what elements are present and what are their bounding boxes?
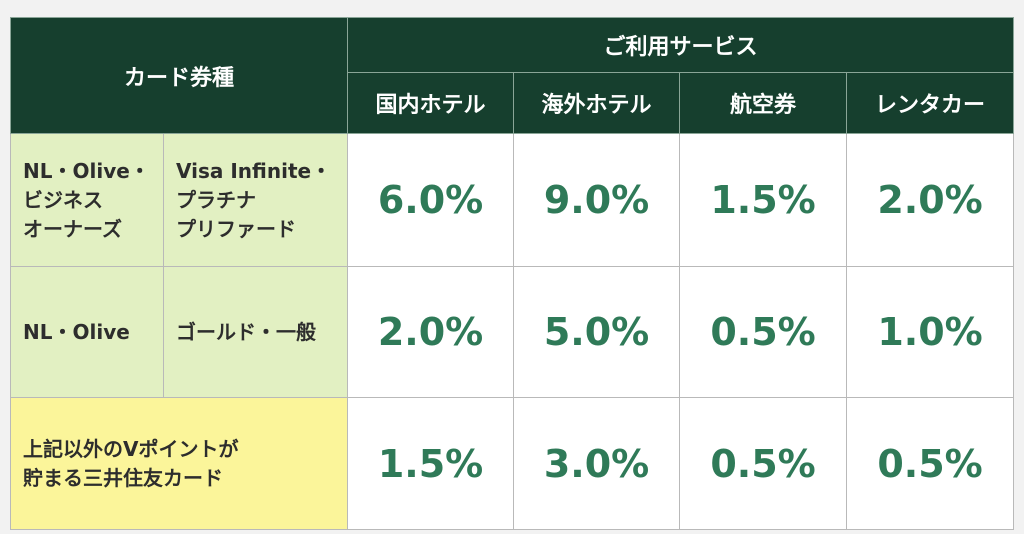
services-header: ご利用サービス: [347, 17, 1015, 73]
table-row: NL・Olive ゴールド・一般 2.0% 5.0% 0.5% 1.0%: [10, 266, 1015, 398]
column-header-domestic-hotel: 国内ホテル: [347, 72, 515, 134]
rate-cell: 0.5%: [679, 266, 848, 398]
card-tier-label: Visa Infinite・ プラチナ プリファード: [162, 133, 349, 267]
card-brand-label: NL・Olive: [10, 266, 164, 398]
rate-cell: 1.5%: [347, 397, 515, 530]
card-tier-label: ゴールド・一般: [162, 266, 349, 398]
table-row: NL・Olive・ ビジネス オーナーズ Visa Infinite・ プラチナ…: [10, 133, 1015, 267]
rate-cell: 2.0%: [347, 266, 515, 398]
rate-cell: 1.0%: [846, 266, 1015, 398]
card-brand-label: NL・Olive・ ビジネス オーナーズ: [10, 133, 164, 267]
rate-cell: 0.5%: [846, 397, 1015, 530]
rate-cell: 6.0%: [347, 133, 515, 267]
rate-cell: 0.5%: [679, 397, 848, 530]
rate-cell: 3.0%: [513, 397, 681, 530]
column-header-overseas-hotel: 海外ホテル: [513, 72, 681, 134]
rate-cell: 9.0%: [513, 133, 681, 267]
rate-cell: 5.0%: [513, 266, 681, 398]
rate-table-container: カード券種 ご利用サービス 国内ホテル 海外ホテル 航空券 レンタカー NL・O…: [9, 17, 1015, 530]
column-header-rental-car: レンタカー: [846, 72, 1015, 134]
rate-cell: 2.0%: [846, 133, 1015, 267]
table-row: 上記以外のVポイントが 貯まる三井住友カード 1.5% 3.0% 0.5% 0.…: [9, 397, 1015, 530]
rate-cell: 1.5%: [679, 133, 848, 267]
service-rate-table: カード券種 ご利用サービス 国内ホテル 海外ホテル 航空券 レンタカー NL・O…: [9, 17, 1015, 530]
card-type-header: カード券種: [9, 17, 349, 134]
other-cards-label: 上記以外のVポイントが 貯まる三井住友カード: [9, 397, 349, 530]
column-header-airline-ticket: 航空券: [679, 72, 848, 134]
